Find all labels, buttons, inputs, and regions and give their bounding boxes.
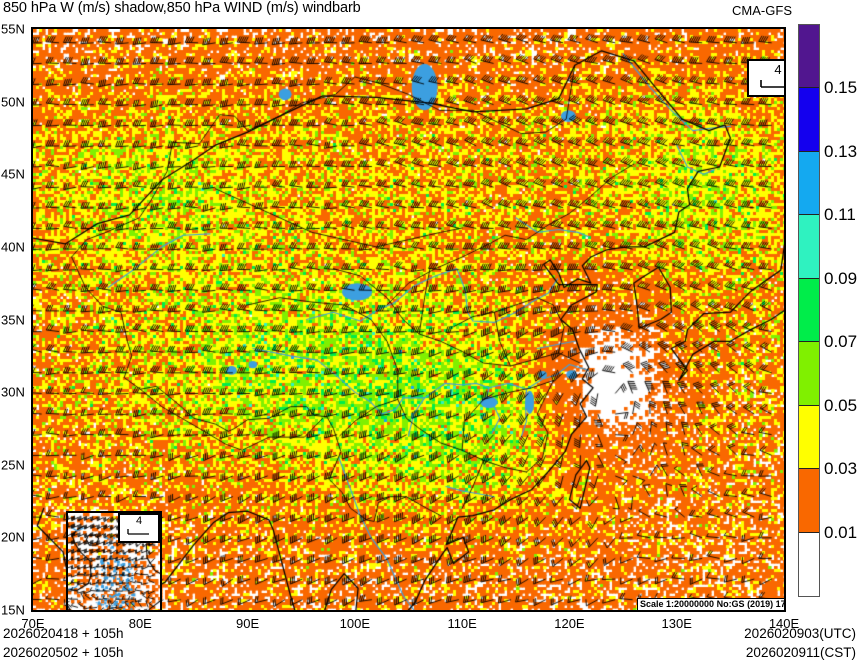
colorbar-label-0.09: 0.09	[824, 268, 858, 288]
y-tick-40N: 40N	[1, 239, 25, 255]
colorbar-band-3	[799, 342, 819, 406]
y-tick-55N: 55N	[1, 21, 25, 37]
x-tick-80E: 80E	[128, 616, 152, 631]
map-plot-area[interactable]: 4 4 Scale 1:40000000 Scale 1:20000000 No…	[31, 27, 786, 612]
colorbar-label-0.13: 0.13	[824, 141, 858, 161]
colorbar-band-8	[799, 25, 819, 89]
windbarb-key-value: 4	[774, 62, 782, 77]
colorbar[interactable]	[798, 24, 820, 597]
footer-init-left-2: 2026020502 + 105h	[3, 645, 124, 660]
footer-init-left: 2026020418 + 105h	[3, 626, 124, 641]
colorbar-label-0.03: 0.03	[824, 459, 858, 479]
colorbar-label-0.15: 0.15	[824, 78, 858, 98]
windbarb-key: 4	[747, 59, 784, 97]
colorbar-band-2	[799, 405, 819, 470]
x-tick-100E: 100E	[339, 616, 371, 631]
map-scale-label: Scale 1:20000000 No:GS (2019) 1786	[637, 598, 784, 610]
x-tick-140E: 140E	[768, 616, 800, 631]
y-tick-35N: 35N	[1, 312, 25, 327]
model-tag: CMA-GFS	[732, 3, 792, 18]
x-tick-90E: 90E	[235, 616, 260, 631]
colorbar-band-6	[799, 151, 819, 216]
y-tick-50N: 50N	[1, 94, 25, 110]
colorbar-band-5	[799, 215, 819, 279]
y-tick-15N: 15N	[1, 602, 25, 618]
colorbar-label-0.05: 0.05	[824, 395, 858, 415]
colorbar-label-0.01: 0.01	[824, 522, 858, 542]
inset-windbarb-key: 4	[118, 513, 160, 543]
footer-valid-utc: 2026020903(UTC)	[744, 626, 856, 641]
colorbar-band-0	[799, 532, 819, 596]
x-tick-120E: 120E	[554, 616, 585, 631]
colorbar-label-0.07: 0.07	[824, 332, 858, 352]
inset-windbarb-glyph-icon	[127, 529, 149, 535]
page-title: 850 hPa W (m/s) shadow,850 hPa WIND (m/s…	[3, 0, 361, 16]
colorbar-band-7	[799, 88, 819, 152]
y-tick-45N: 45N	[1, 166, 25, 182]
colorbar-label-0.11: 0.11	[824, 205, 856, 225]
colorbar-band-1	[799, 469, 819, 533]
y-tick-30N: 30N	[1, 384, 25, 400]
inset-map[interactable]: 4 Scale 1:40000000	[66, 511, 162, 610]
y-tick-25N: 25N	[1, 457, 25, 473]
windbarb-glyph-icon	[760, 80, 784, 88]
x-tick-110E: 110E	[447, 616, 477, 631]
x-tick-130E: 130E	[661, 616, 692, 631]
x-tick-70E: 70E	[21, 616, 45, 631]
inset-windbarb-key-value: 4	[135, 515, 143, 527]
footer-valid-cst: 2026020911(CST)	[745, 645, 856, 660]
colorbar-band-4	[799, 278, 819, 343]
y-tick-20N: 20N	[1, 529, 25, 545]
